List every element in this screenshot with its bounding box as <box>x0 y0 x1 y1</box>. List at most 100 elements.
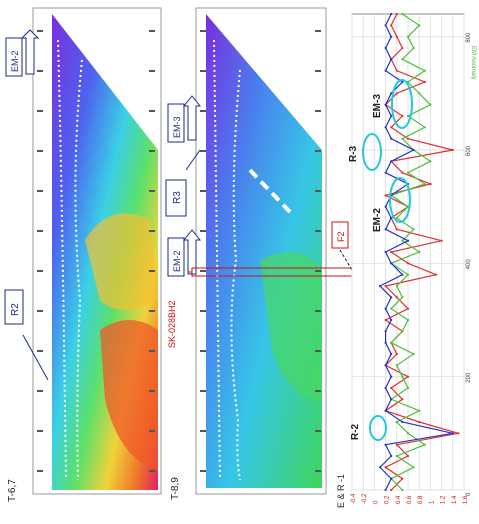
edge-tick <box>200 150 206 152</box>
data-point-green <box>423 182 426 186</box>
section-b: T-8,9 EM-3 EM-2 R3 SK-028BH2 F2 <box>165 7 353 500</box>
data-point-blue <box>384 330 387 333</box>
data-point-blue <box>384 488 387 492</box>
data-point-blue <box>384 24 387 27</box>
data-point-red <box>406 454 410 458</box>
section-b-fault-box <box>331 221 349 249</box>
edge-tick <box>200 190 206 192</box>
data-point-green <box>401 137 404 140</box>
edge-tick <box>149 190 155 192</box>
data-point-red <box>401 46 404 50</box>
data-point-blue <box>390 137 393 140</box>
section-a-line-label: EM-2 <box>10 50 20 72</box>
data-point-red <box>395 92 398 95</box>
profile-series <box>378 12 460 492</box>
value-tick-label: 1.6 <box>463 495 469 504</box>
data-point-green <box>412 466 415 469</box>
edge-tick <box>149 70 155 72</box>
data-point-blue <box>390 352 393 356</box>
value-tick-label: -0.2 <box>362 493 368 504</box>
value-tick-label: 1.2 <box>441 495 447 504</box>
data-point-blue <box>390 92 393 95</box>
data-point-red <box>401 477 404 480</box>
data-point-green <box>401 330 404 333</box>
edge-tick <box>37 190 43 192</box>
section-b-zone-box <box>165 179 187 217</box>
anomaly-em3-label: EM-3 <box>372 94 383 118</box>
data-point-red <box>390 126 393 129</box>
data-point-red <box>440 239 443 242</box>
data-point-green <box>406 318 410 322</box>
data-point-blue <box>384 409 387 412</box>
data-point-green <box>401 488 404 492</box>
data-point-green <box>401 296 404 299</box>
data-point-blue <box>401 273 404 276</box>
data-point-red <box>401 171 404 174</box>
data-point-red <box>395 69 398 72</box>
data-point-blue <box>401 80 404 84</box>
data-point-red <box>418 420 421 424</box>
edge-tick <box>149 30 155 32</box>
data-point-green <box>412 228 415 231</box>
edge-tick <box>37 390 43 392</box>
data-point-green <box>406 35 410 38</box>
data-point-red <box>395 296 398 299</box>
data-point-blue <box>384 126 387 129</box>
section-b-borehole-label: SK-028BH2 <box>167 300 177 348</box>
data-point-blue <box>378 466 382 469</box>
edge-tick <box>200 30 206 32</box>
edge-tick <box>200 430 206 432</box>
data-point-blue <box>384 307 387 310</box>
data-point-red <box>395 12 398 16</box>
edge-tick <box>149 390 155 392</box>
anomaly-r2-ellipse <box>369 415 387 441</box>
section-b-zone-leader <box>185 149 201 171</box>
data-point-red <box>395 443 398 446</box>
data-point-blue <box>378 284 382 288</box>
edge-tick <box>37 350 43 352</box>
data-point-blue <box>384 69 387 72</box>
data-point-blue <box>384 341 387 344</box>
value-tick-label: 0.4 <box>396 495 402 504</box>
profile-ticks: -0.4 -0.2 0 0.2 0.4 0.6 0.8 1 1.2 1.4 1.6020040060… <box>351 32 472 504</box>
edge-tick <box>315 470 321 472</box>
value-tick-label: -0.4 <box>351 493 357 504</box>
distance-tick-label: 0 <box>466 492 472 496</box>
distance-tick-label: 200 <box>466 372 472 383</box>
data-point-green <box>406 273 410 276</box>
edge-tick <box>200 350 206 352</box>
edge-tick <box>200 230 206 232</box>
data-point-blue <box>390 114 393 118</box>
data-point-green <box>429 103 432 106</box>
data-point-red <box>451 148 454 152</box>
data-point-red <box>401 114 404 118</box>
data-point-blue <box>384 250 387 254</box>
section-a-zone-box <box>4 289 24 325</box>
profile-title: E & R -1 <box>336 474 346 508</box>
data-point-red <box>406 307 410 310</box>
edge-tick <box>315 270 321 272</box>
anomaly-em3-ellipse <box>391 79 413 129</box>
edge-tick <box>315 110 321 112</box>
data-point-blue <box>384 228 387 231</box>
edge-tick <box>149 430 155 432</box>
data-point-red <box>406 262 410 265</box>
section-a-line-arrow-icon <box>20 29 40 75</box>
data-point-red <box>434 273 438 276</box>
data-point-blue <box>390 398 393 401</box>
data-point-red <box>406 137 410 140</box>
section-b-boundary-1 <box>213 39 221 481</box>
value-tick-label: 1 <box>429 500 435 504</box>
edge-tick <box>37 430 43 432</box>
data-point-blue <box>384 205 387 208</box>
edge-tick <box>200 70 206 72</box>
edge-tick <box>37 230 43 232</box>
edge-tick <box>37 270 43 272</box>
data-point-blue <box>384 443 387 446</box>
section-b-em2-label: EM-2 <box>172 250 182 272</box>
edge-tick <box>315 390 321 392</box>
data-point-red <box>423 80 426 84</box>
distance-tick-label: 400 <box>466 259 472 270</box>
section-b-title: T-8,9 <box>170 477 181 500</box>
